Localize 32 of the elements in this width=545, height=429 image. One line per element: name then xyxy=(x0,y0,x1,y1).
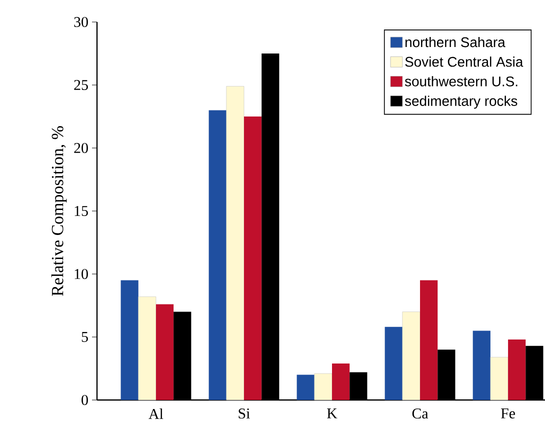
bar xyxy=(138,296,156,400)
y-tick-label: 25 xyxy=(74,80,88,90)
bar xyxy=(244,116,262,400)
y-tick-label: 10 xyxy=(74,268,88,280)
x-tick-label: K xyxy=(327,408,338,418)
legend-label: southwestern U.S. xyxy=(404,76,518,86)
y-tick-label: 5 xyxy=(82,332,88,342)
bar xyxy=(120,280,138,400)
bar xyxy=(208,110,226,400)
bar xyxy=(508,340,526,400)
legend-label: sedimentary rocks xyxy=(404,96,518,109)
bar xyxy=(314,373,332,400)
bar xyxy=(226,86,244,400)
x-tick-label: Al xyxy=(148,408,164,419)
y-axis-title: Relative Composition, % xyxy=(51,126,67,296)
y-tick-label: 20 xyxy=(74,142,88,154)
bar xyxy=(384,326,402,400)
y-tick-label: 0 xyxy=(82,394,88,406)
bar xyxy=(402,312,420,400)
legend-label: Soviet Central Asia xyxy=(405,56,524,67)
bar xyxy=(296,374,314,400)
bar xyxy=(490,357,508,400)
x-tick-label: Si xyxy=(238,408,250,419)
bar xyxy=(472,330,490,400)
y-tick-label: 30 xyxy=(74,16,88,28)
bar xyxy=(332,363,350,400)
x-tick-label: Ca xyxy=(412,408,428,419)
bar xyxy=(420,280,438,400)
legend-label: northern Sahara xyxy=(405,36,506,48)
y-tick-label: 15 xyxy=(74,206,88,216)
x-tick-label: Fe xyxy=(501,408,515,418)
bar xyxy=(156,304,174,400)
